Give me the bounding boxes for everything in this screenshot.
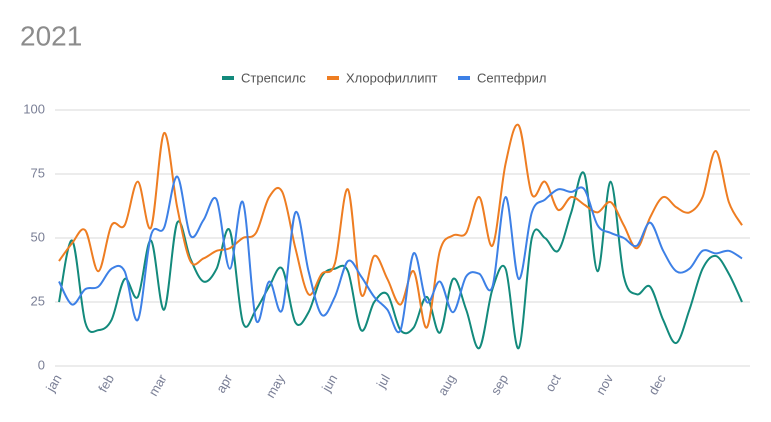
y-tick-label: 50 [31,229,45,244]
x-tick-label: oct [542,371,564,394]
x-tick-label: feb [95,372,117,395]
x-tick-label: jul [373,372,393,392]
x-tick-label: sep [488,372,511,398]
x-tick-label: jun [318,372,340,395]
x-tick-label: apr [213,371,236,395]
x-tick-label: aug [435,372,459,398]
legend-label: Стрепсилс [241,70,306,85]
series-line [58,175,743,334]
y-tick-label: 75 [31,165,45,180]
x-tick-label: may [263,371,289,400]
x-tick-label: jan [42,372,64,395]
x-tick-label: mar [145,371,170,398]
legend-label: Хлорофиллипт [346,70,438,85]
x-tick-label: nov [593,371,617,397]
chart-title: 2021 [20,20,82,51]
y-tick-label: 100 [23,101,45,116]
y-tick-label: 0 [38,357,45,372]
legend-label: Септефрил [477,70,546,85]
x-tick-label: dec [645,371,669,397]
series-line [58,171,743,350]
y-tick-label: 25 [31,293,45,308]
series-line [58,123,743,329]
